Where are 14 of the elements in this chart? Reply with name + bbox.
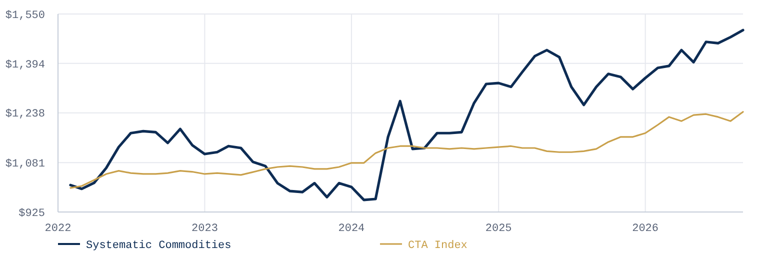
y-tick-label: $1,081 bbox=[5, 158, 46, 170]
line-series bbox=[69, 28, 744, 202]
y-tick-label: $1,394 bbox=[5, 59, 46, 72]
legend-label: CTA Index bbox=[408, 240, 468, 252]
y-tick-label: $1,550 bbox=[5, 10, 45, 22]
y-tick-label: $925 bbox=[18, 208, 45, 220]
x-tick-label: 2026 bbox=[632, 223, 659, 235]
line-series bbox=[70, 111, 744, 189]
x-tick-label: 2023 bbox=[192, 223, 218, 235]
x-tick-label: 2024 bbox=[338, 223, 366, 235]
legend-label: Systematic Commodities bbox=[86, 240, 232, 252]
x-tick-label: 2022 bbox=[44, 223, 72, 235]
x-tick-label: 2025 bbox=[485, 223, 512, 235]
y-tick-label: $1,238 bbox=[5, 108, 45, 121]
